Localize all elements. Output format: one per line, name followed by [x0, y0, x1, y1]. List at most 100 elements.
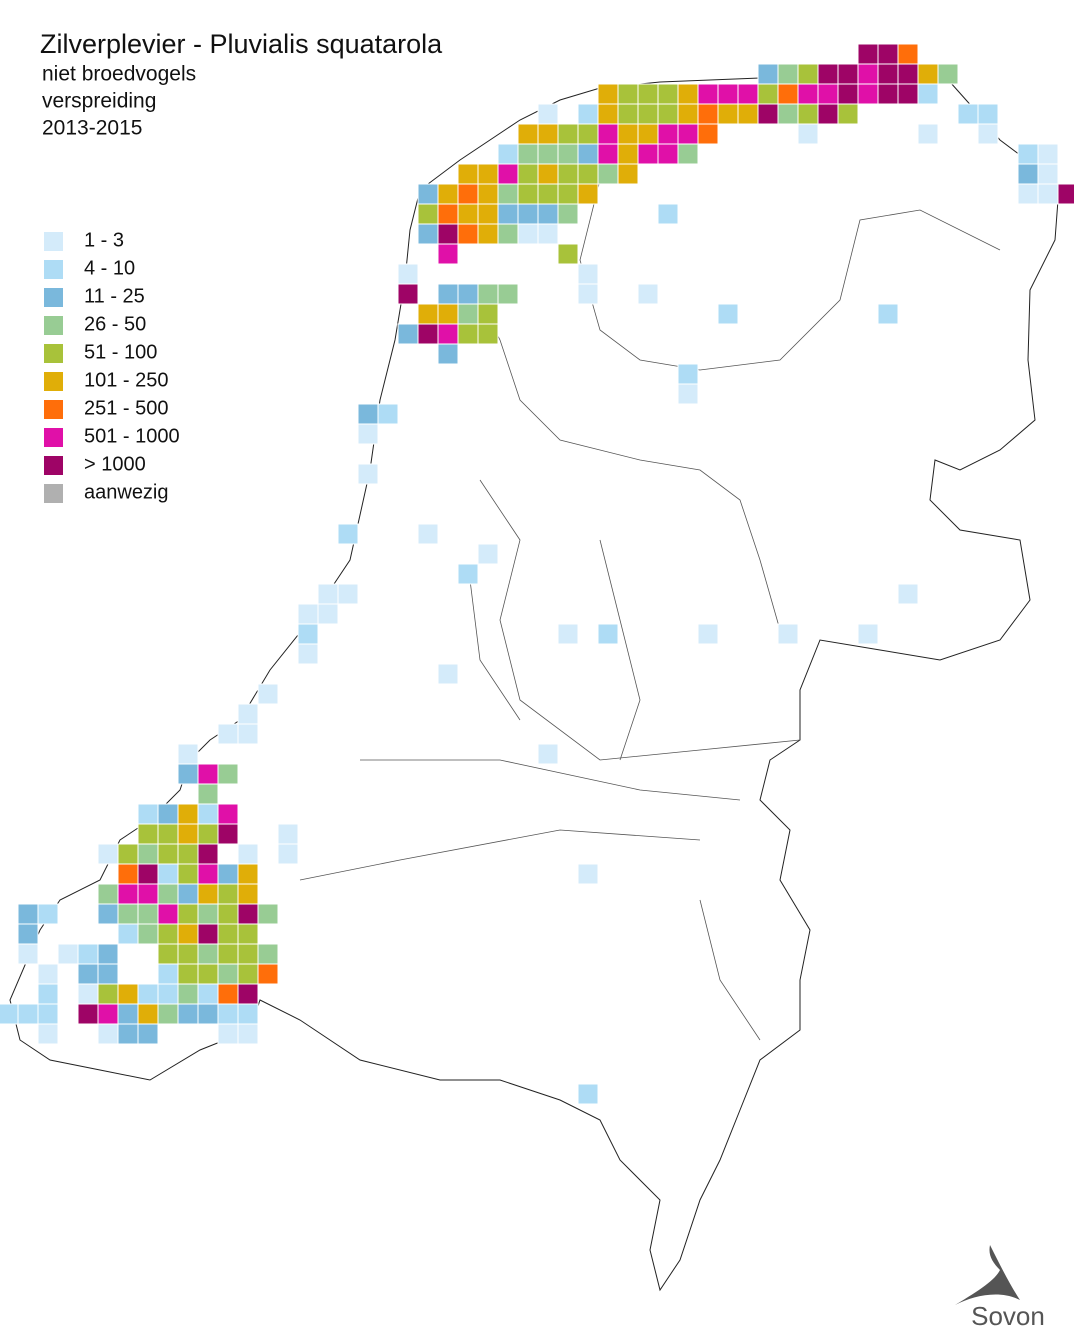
subtitle: verspreiding	[42, 90, 156, 113]
grid-cell	[457, 183, 479, 205]
legend-swatch	[44, 344, 63, 363]
grid-cell	[537, 103, 559, 125]
legend-label: 101 - 250	[84, 369, 169, 391]
grid-cell	[717, 303, 739, 325]
grid-cell	[857, 623, 879, 645]
grid-cell	[557, 203, 579, 225]
grid-cell	[397, 323, 419, 345]
grid-cell	[517, 223, 539, 245]
grid-cell	[777, 103, 799, 125]
grid-cell	[837, 103, 859, 125]
grid-cell	[237, 963, 259, 985]
grid-cell	[317, 603, 339, 625]
grid-cell	[397, 283, 419, 305]
grid-cell	[217, 863, 239, 885]
grid-cell	[277, 843, 299, 865]
grid-cell	[877, 303, 899, 325]
grid-cell	[17, 903, 39, 925]
grid-cell	[257, 903, 279, 925]
grid-cell	[117, 863, 139, 885]
grid-cell	[197, 823, 219, 845]
logo-bird	[955, 1245, 1020, 1305]
grid-cell	[657, 203, 679, 225]
grid-cell	[577, 283, 599, 305]
grid-cell	[357, 463, 379, 485]
grid-cell	[477, 203, 499, 225]
grid-cell	[537, 203, 559, 225]
grid-cell	[577, 143, 599, 165]
grid-cell	[437, 243, 459, 265]
grid-cell	[577, 183, 599, 205]
grid-cell	[77, 983, 99, 1005]
grid-cell	[197, 803, 219, 825]
grid-cell	[437, 343, 459, 365]
grid-cell	[797, 103, 819, 125]
grid-cell	[177, 843, 199, 865]
grid-cell	[437, 323, 459, 345]
grid-cell	[237, 923, 259, 945]
grid-cell	[237, 703, 259, 725]
grid-cell	[417, 523, 439, 545]
grid-cell	[0, 1003, 19, 1025]
grid-cell	[97, 1023, 119, 1045]
grid-cell	[537, 743, 559, 765]
grid-cell	[177, 883, 199, 905]
grid-cell	[1057, 183, 1074, 205]
grid-cell	[617, 103, 639, 125]
grid-cell	[237, 983, 259, 1005]
grid-cell	[117, 1003, 139, 1025]
grid-cell	[177, 763, 199, 785]
grid-cell	[157, 803, 179, 825]
grid-cell	[637, 103, 659, 125]
grid-cell	[197, 903, 219, 925]
grid-cell	[157, 823, 179, 845]
grid-cell	[237, 843, 259, 865]
grid-cell	[597, 163, 619, 185]
grid-cell	[397, 263, 419, 285]
grid-cell	[797, 83, 819, 105]
grid-cell	[777, 83, 799, 105]
grid-cell	[117, 983, 139, 1005]
grid-cell	[137, 923, 159, 945]
grid-cell	[777, 623, 799, 645]
grid-cell	[737, 103, 759, 125]
grid-cell	[197, 843, 219, 865]
grid-cell	[457, 323, 479, 345]
grid-cell	[877, 83, 899, 105]
legend-label: 251 - 500	[84, 397, 169, 419]
grid-cell	[557, 243, 579, 265]
grid-cell	[657, 143, 679, 165]
grid-cell	[877, 43, 899, 65]
grid-cell	[217, 983, 239, 1005]
grid-cell	[157, 843, 179, 865]
grid-cell	[117, 923, 139, 945]
grid-cell	[37, 1023, 59, 1045]
legend-swatch	[44, 232, 63, 251]
grid-cell	[817, 63, 839, 85]
grid-cell	[157, 923, 179, 945]
grid-cell	[677, 83, 699, 105]
grid-cell	[617, 163, 639, 185]
grid-cell	[237, 903, 259, 925]
grid-cell	[197, 1003, 219, 1025]
grid-cell	[437, 223, 459, 245]
grid-cell	[97, 983, 119, 1005]
grid-cell	[177, 743, 199, 765]
grid-cell	[157, 863, 179, 885]
grid-cell	[857, 63, 879, 85]
logo-text: Sovon	[971, 1301, 1045, 1331]
grid-cell	[157, 943, 179, 965]
country-outline	[9, 69, 1059, 1292]
grid-cell	[437, 663, 459, 685]
grid-cell	[177, 963, 199, 985]
grid-cell	[817, 103, 839, 125]
grid-cell	[197, 983, 219, 1005]
grid-cell	[157, 963, 179, 985]
grid-cell	[677, 363, 699, 385]
grid-cell	[177, 863, 199, 885]
grid-cell	[637, 123, 659, 145]
grid-cell	[497, 143, 519, 165]
header: Zilverplevier - Pluvialis squatarola nie…	[40, 29, 443, 139]
grid-cell	[897, 83, 919, 105]
